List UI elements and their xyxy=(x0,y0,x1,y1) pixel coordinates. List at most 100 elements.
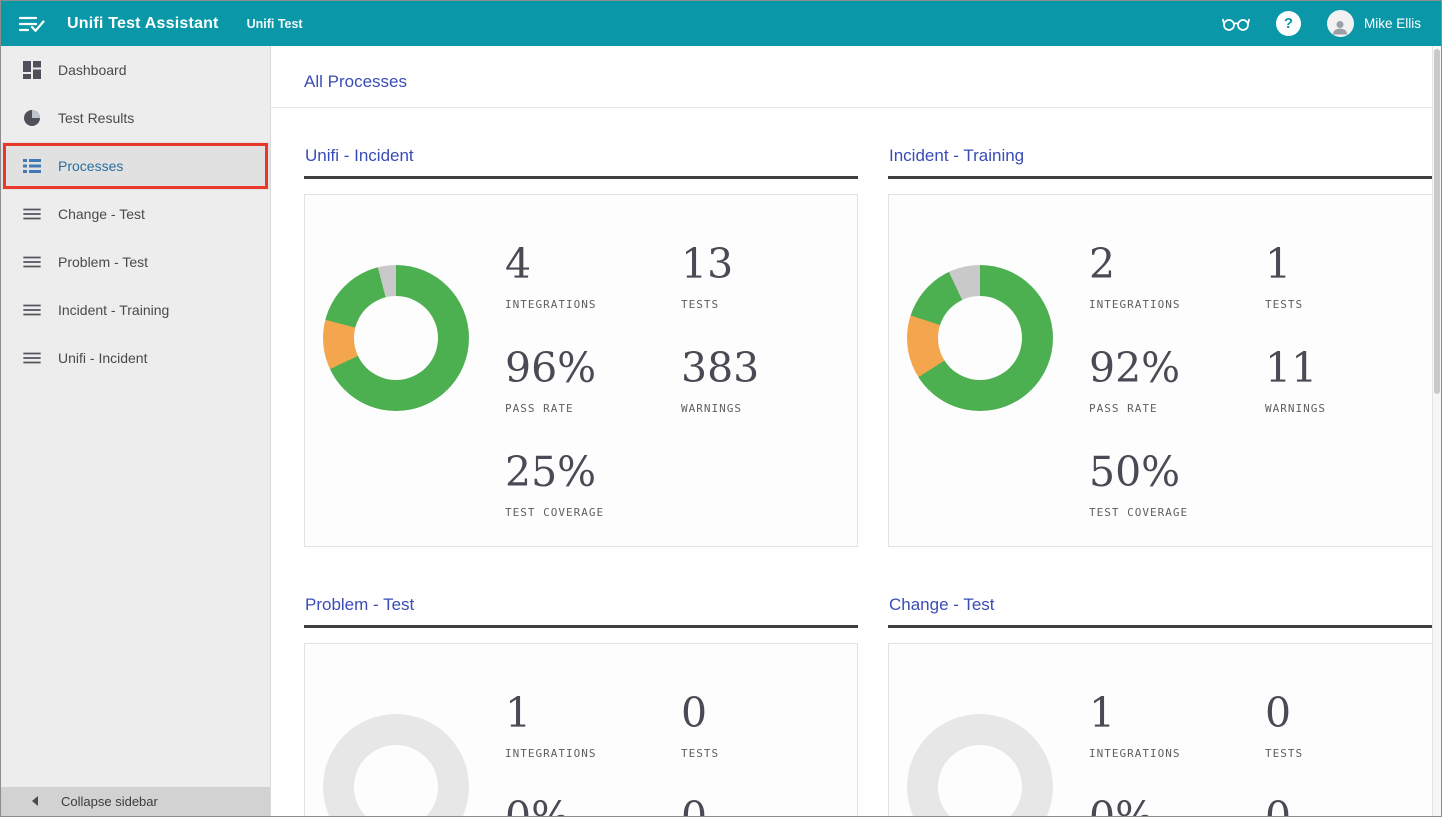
process-card: Problem - Test 1 INTEGRATIONS 0 TESTS 0%… xyxy=(304,595,858,816)
process-lines-icon xyxy=(23,302,43,318)
stats-grid: 1 INTEGRATIONS 0 TESTS 0% PASS RATE 0 WA… xyxy=(1089,689,1441,816)
title-divider xyxy=(271,107,1441,108)
stat-cell: 1 INTEGRATIONS xyxy=(1089,691,1265,761)
process-card: Change - Test 1 INTEGRATIONS 0 TESTS 0% … xyxy=(888,595,1441,816)
stat-label: PASS RATE xyxy=(505,402,574,416)
stat-label: WARNINGS xyxy=(681,402,742,416)
sidebar-nav: Dashboard Test Results Processes Change … xyxy=(1,46,270,382)
sidebar-item-unifi-incident[interactable]: Unifi - Incident xyxy=(1,334,270,382)
stat-label: INTEGRATIONS xyxy=(505,747,597,761)
stat-cell: 2 INTEGRATIONS xyxy=(1089,240,1265,312)
stat-value: 0 xyxy=(681,795,857,816)
stat-cell: 4 INTEGRATIONS xyxy=(505,240,681,312)
process-card-body: 1 INTEGRATIONS 0 TESTS 0% PASS RATE 0 WA… xyxy=(304,643,858,816)
app-title: Unifi Test Assistant xyxy=(67,14,219,32)
process-lines-icon xyxy=(23,206,43,222)
sidebar-item-dashboard[interactable]: Dashboard xyxy=(1,46,270,94)
sidebar-item-label: Problem - Test xyxy=(58,254,148,270)
stat-label: INTEGRATIONS xyxy=(505,298,597,312)
process-card-body: 2 INTEGRATIONS 1 TESTS 92% PASS RATE 11 … xyxy=(888,194,1441,547)
donut-hole xyxy=(938,745,1022,816)
vertical-scrollbar xyxy=(1432,46,1441,816)
stats-grid: 2 INTEGRATIONS 1 TESTS 92% PASS RATE 11 … xyxy=(1089,240,1441,546)
stat-value: 0 xyxy=(1265,689,1292,737)
main-content: All Processes Unifi - Incident 4 INTEGRA… xyxy=(271,46,1441,816)
help-icon[interactable]: ? xyxy=(1275,11,1301,36)
app-subtitle: Unifi Test xyxy=(246,16,303,31)
process-card-underline xyxy=(304,625,858,628)
stat-cell: 96% PASS RATE xyxy=(505,346,681,416)
sidebar-item-label: Change - Test xyxy=(58,206,145,222)
process-card: Unifi - Incident 4 INTEGRATIONS 13 TESTS… xyxy=(304,146,858,547)
stat-cell: 50% TEST COVERAGE xyxy=(1089,451,1265,520)
sidebar-item-label: Unifi - Incident xyxy=(58,350,148,366)
stat-cell: 1 TESTS xyxy=(1265,240,1441,312)
sidebar: Dashboard Test Results Processes Change … xyxy=(1,46,271,816)
sidebar-item-problem-test[interactable]: Problem - Test xyxy=(1,238,270,286)
sidebar-item-label: Incident - Training xyxy=(58,302,170,318)
scrollbar-thumb[interactable] xyxy=(1434,49,1440,394)
collapse-sidebar-label: Collapse sidebar xyxy=(61,794,158,809)
stat-label: TESTS xyxy=(681,298,720,312)
stat-label: WARNINGS xyxy=(1265,402,1326,416)
donut-hole xyxy=(354,745,438,816)
stat-cell: 0 WARNINGS xyxy=(681,795,857,816)
process-card-title[interactable]: Incident - Training xyxy=(889,146,1025,165)
sidebar-item-processes[interactable]: Processes xyxy=(1,142,270,190)
stat-cell: 1 INTEGRATIONS xyxy=(505,689,681,761)
collapse-sidebar-button[interactable]: Collapse sidebar xyxy=(1,787,270,816)
stat-label: TEST COVERAGE xyxy=(505,506,605,520)
stat-label: INTEGRATIONS xyxy=(1089,747,1181,761)
avatar xyxy=(1326,10,1354,37)
stat-cell: 13 TESTS xyxy=(681,242,857,312)
stat-label: INTEGRATIONS xyxy=(1089,298,1181,312)
process-card-body: 1 INTEGRATIONS 0 TESTS 0% PASS RATE 0 WA… xyxy=(888,643,1441,816)
stat-label: TESTS xyxy=(1265,298,1304,312)
stat-value: 0% xyxy=(1089,795,1265,816)
stat-cell: 11 WARNINGS xyxy=(1265,344,1441,416)
process-card-title[interactable]: Change - Test xyxy=(889,595,995,614)
stat-cell: 0 TESTS xyxy=(681,689,857,761)
stat-value: 4 xyxy=(505,240,532,288)
stat-value: 2 xyxy=(1089,240,1116,288)
user-menu[interactable]: Mike Ellis xyxy=(1326,10,1421,37)
stats-grid: 4 INTEGRATIONS 13 TESTS 96% PASS RATE 38… xyxy=(505,240,857,546)
stat-value: 1 xyxy=(1265,240,1292,288)
app-header: Unifi Test Assistant Unifi Test ? xyxy=(1,1,1441,46)
donut-chart xyxy=(323,265,469,411)
header-left: Unifi Test Assistant Unifi Test xyxy=(19,15,303,33)
processes-icon xyxy=(23,158,43,174)
stat-label: PASS RATE xyxy=(1089,402,1158,416)
process-card-title[interactable]: Problem - Test xyxy=(305,595,415,614)
stats-grid: 1 INTEGRATIONS 0 TESTS 0% PASS RATE 0 WA… xyxy=(505,689,857,816)
stat-cell: 0% PASS RATE xyxy=(505,795,681,816)
process-card-underline xyxy=(304,176,858,179)
sidebar-item-test-results[interactable]: Test Results xyxy=(1,94,270,142)
process-cards-grid: Unifi - Incident 4 INTEGRATIONS 13 TESTS… xyxy=(304,146,1441,816)
stat-value: 0 xyxy=(681,689,708,737)
donut-chart xyxy=(907,265,1053,411)
menu-check-icon[interactable] xyxy=(19,15,45,33)
header-right: ? Mike Ellis xyxy=(1221,10,1421,37)
stat-label: TEST COVERAGE xyxy=(1089,506,1189,520)
sidebar-item-change-test[interactable]: Change - Test xyxy=(1,190,270,238)
stat-label: TESTS xyxy=(681,747,720,761)
process-card-underline xyxy=(888,176,1441,179)
donut-hole xyxy=(938,296,1022,380)
donut-chart xyxy=(323,714,469,816)
process-card-title[interactable]: Unifi - Incident xyxy=(305,146,414,165)
collapse-arrow-icon xyxy=(31,794,39,809)
stat-value: 1 xyxy=(505,689,532,737)
stat-cell: 92% PASS RATE xyxy=(1089,346,1265,416)
stat-value: 11 xyxy=(1265,344,1318,393)
process-card-underline xyxy=(888,625,1441,628)
stat-value: 0 xyxy=(1265,795,1441,816)
sidebar-item-incident-training[interactable]: Incident - Training xyxy=(1,286,270,334)
stat-cell: 0% PASS RATE xyxy=(1089,795,1265,816)
sidebar-item-label: Test Results xyxy=(58,110,135,126)
page-title[interactable]: All Processes xyxy=(304,72,407,91)
stat-cell: 0 WARNINGS xyxy=(1265,795,1441,816)
test-results-icon xyxy=(23,109,43,127)
dashboard-icon xyxy=(23,61,43,79)
glasses-icon[interactable] xyxy=(1221,15,1250,32)
